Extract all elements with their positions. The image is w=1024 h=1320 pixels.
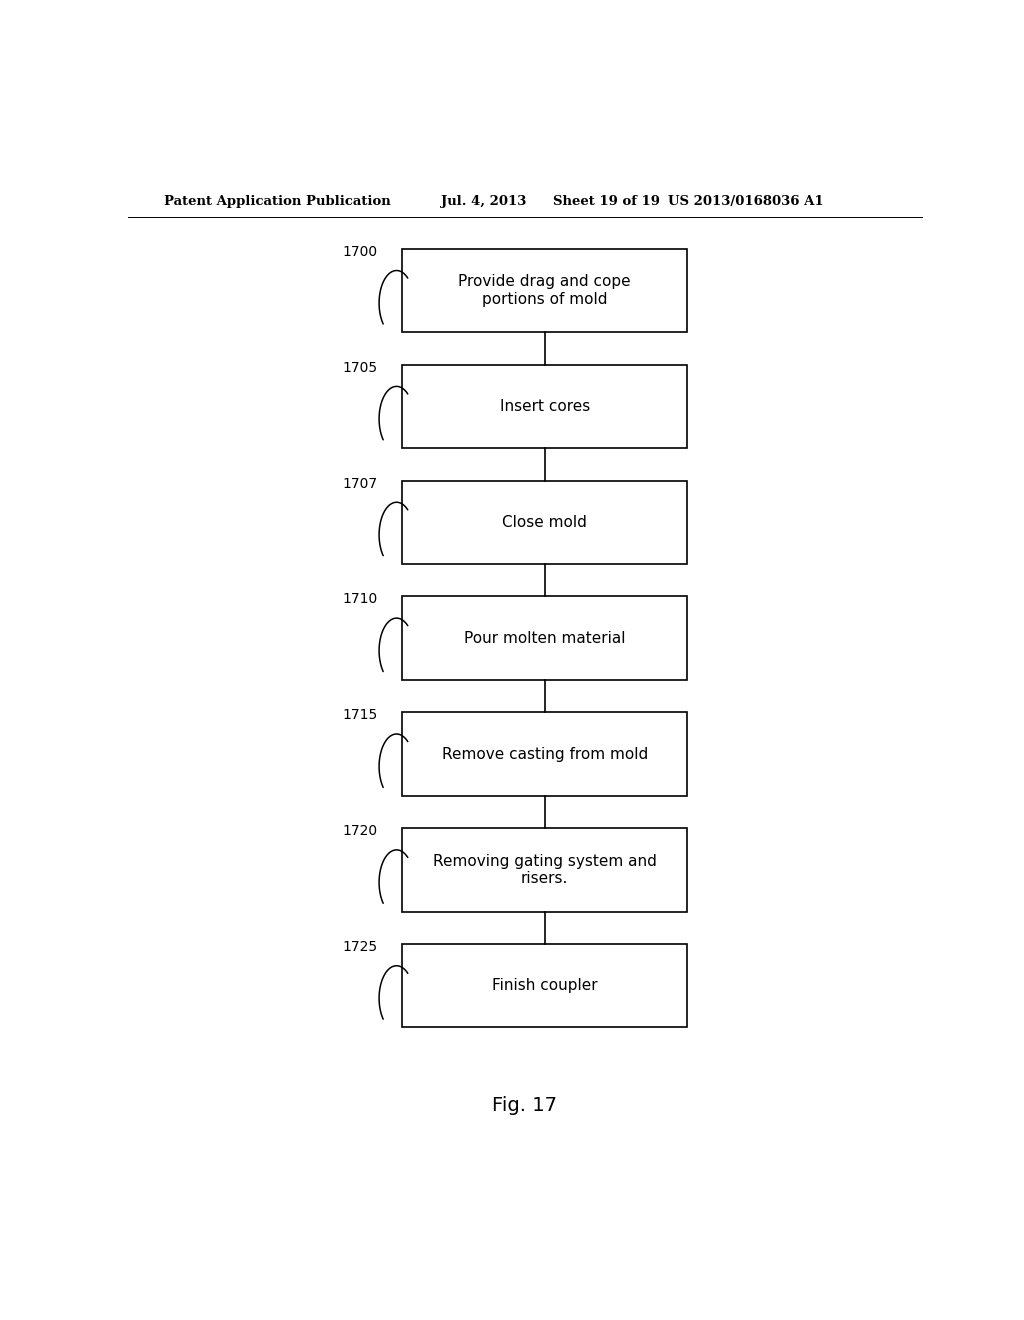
FancyBboxPatch shape [401, 364, 687, 447]
Text: Pour molten material: Pour molten material [464, 631, 626, 645]
Text: Jul. 4, 2013: Jul. 4, 2013 [441, 194, 526, 207]
Text: Finish coupler: Finish coupler [492, 978, 597, 993]
Text: Sheet 19 of 19: Sheet 19 of 19 [553, 194, 659, 207]
Text: Patent Application Publication: Patent Application Publication [164, 194, 390, 207]
FancyBboxPatch shape [401, 249, 687, 333]
Text: 1720: 1720 [342, 824, 378, 838]
Text: Close mold: Close mold [502, 515, 587, 529]
FancyBboxPatch shape [401, 713, 687, 796]
Text: 1710: 1710 [342, 593, 378, 606]
FancyBboxPatch shape [401, 597, 687, 680]
Text: 1715: 1715 [342, 709, 378, 722]
Text: Provide drag and cope
portions of mold: Provide drag and cope portions of mold [459, 275, 631, 306]
Text: 1700: 1700 [342, 244, 378, 259]
Text: 1705: 1705 [342, 360, 378, 375]
Text: Removing gating system and
risers.: Removing gating system and risers. [433, 854, 656, 886]
Text: Insert cores: Insert cores [500, 399, 590, 414]
FancyBboxPatch shape [401, 944, 687, 1027]
FancyBboxPatch shape [401, 480, 687, 564]
Text: US 2013/0168036 A1: US 2013/0168036 A1 [668, 194, 823, 207]
Text: 1707: 1707 [342, 477, 378, 491]
Text: Fig. 17: Fig. 17 [493, 1096, 557, 1115]
Text: Remove casting from mold: Remove casting from mold [441, 747, 648, 762]
Text: 1725: 1725 [342, 940, 378, 954]
FancyBboxPatch shape [401, 828, 687, 912]
